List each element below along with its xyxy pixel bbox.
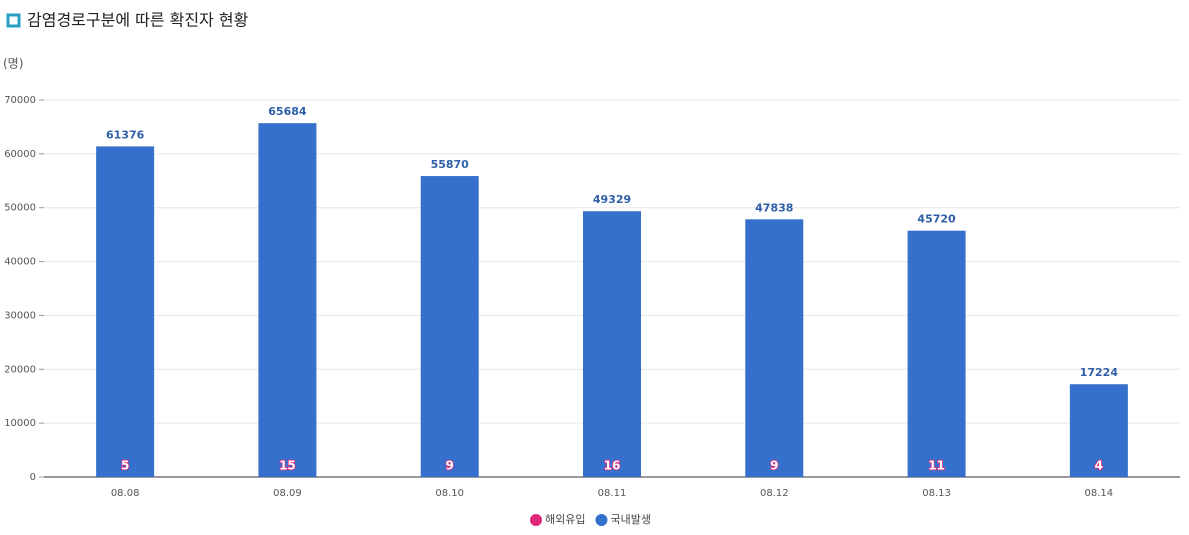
bar-segment [96, 146, 155, 477]
x-tick-label: 08.08 [111, 488, 140, 499]
y-tick-label: 70000 [4, 95, 36, 106]
legend-label: 해외유입 [545, 512, 585, 526]
data-label: 61376 [106, 128, 145, 141]
y-tick-label: 20000 [4, 364, 36, 375]
legend-marker [595, 514, 608, 526]
data-label: 15 [279, 459, 296, 473]
legend-label: 국내발생 [610, 513, 650, 526]
data-label: 9 [446, 459, 454, 473]
legend-marker [530, 514, 542, 526]
bar-segment [258, 123, 317, 477]
y-tick-label: 50000 [4, 203, 36, 214]
data-label: 17224 [1080, 366, 1119, 379]
y-tick-label: 10000 [4, 418, 36, 429]
x-tick-label: 08.12 [760, 488, 789, 499]
y-tick-label: 0 [30, 472, 36, 483]
bar-segment [583, 211, 641, 477]
y-tick-label: 30000 [4, 310, 36, 321]
bar-segment [907, 230, 966, 477]
x-tick-label: 08.09 [273, 488, 302, 499]
data-label: 9 [770, 459, 778, 473]
y-tick-label: 40000 [4, 257, 36, 268]
data-label: 47838 [755, 201, 793, 214]
data-label: 4 [1095, 459, 1103, 473]
y-axis-label: (명) [3, 57, 23, 71]
x-tick-label: 08.10 [435, 488, 464, 499]
data-label: 5 [121, 459, 129, 473]
chart-title: 감염경로구분에 따른 확진자 현황 [27, 11, 249, 30]
bar-segment [420, 176, 479, 477]
data-label: 49329 [593, 193, 631, 206]
bar-segment [745, 219, 804, 477]
data-label: 65684 [268, 105, 307, 118]
x-tick-label: 08.11 [598, 488, 627, 499]
y-tick-label: 60000 [4, 149, 36, 160]
x-tick-label: 08.13 [922, 488, 951, 499]
bar-segment [1069, 384, 1128, 477]
data-label: 11 [928, 459, 945, 473]
x-tick-label: 08.14 [1085, 488, 1114, 499]
data-label: 55870 [431, 158, 470, 171]
data-label: 45720 [917, 213, 956, 226]
title-icon [6, 13, 21, 28]
data-label: 16 [604, 459, 621, 473]
